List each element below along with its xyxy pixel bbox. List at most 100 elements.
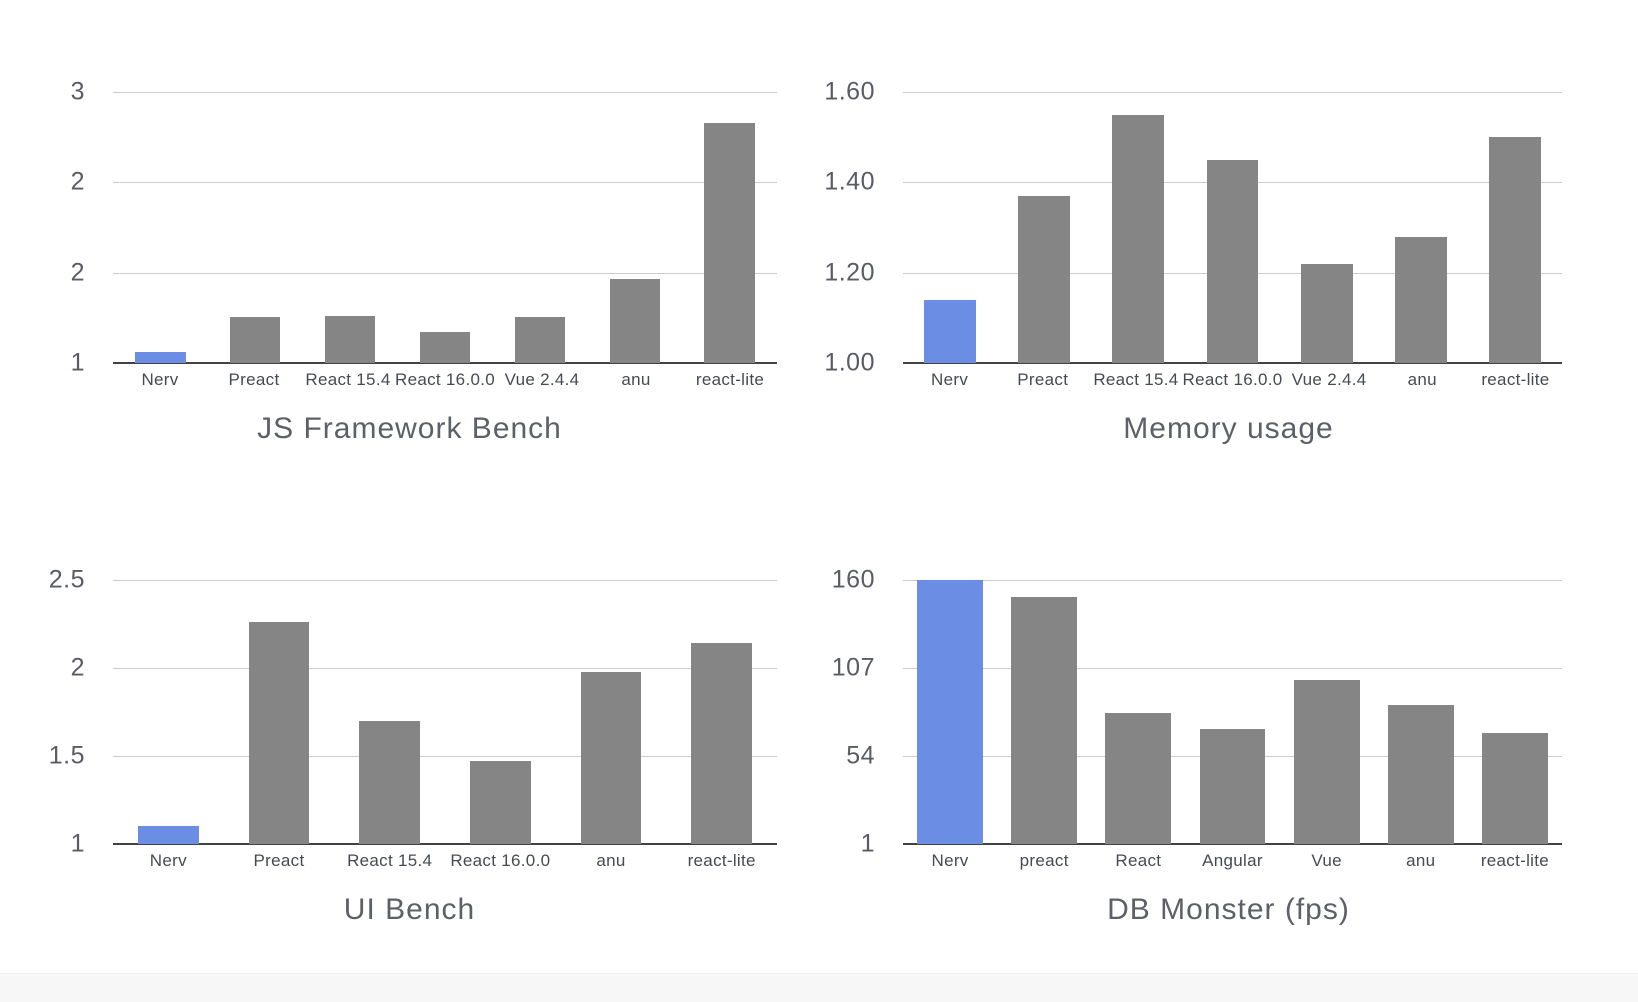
gridline <box>113 580 777 581</box>
x-axis-line <box>113 843 777 845</box>
bar-slot <box>666 580 777 844</box>
bar-angular <box>1199 729 1266 844</box>
y-tick-label: 2.5 <box>48 565 85 594</box>
plot-area: 1 54 107 160 <box>832 566 1562 858</box>
y-tick-label: 1.5 <box>48 741 85 770</box>
x-axis-line <box>903 843 1562 845</box>
gridline <box>903 92 1562 93</box>
y-tick-label: 1.20 <box>824 258 875 287</box>
chart-title: UI Bench <box>343 893 476 926</box>
y-tick-label: 1 <box>860 829 875 858</box>
x-category-label: React 15.4 <box>1093 370 1179 389</box>
bar-preact <box>1018 195 1071 363</box>
bar-slot <box>1280 92 1374 363</box>
x-category-label: preact <box>1019 851 1069 870</box>
chart-cell-ui-bench: 1 1.5 2 2.5 Nerv Preact React 15.4 React 16.0.… <box>0 488 819 976</box>
category-axis: Nerv Preact React 15.4 React 16.0.0 Vue 2.4.… <box>113 370 777 390</box>
x-category-label: React 16.0.0 <box>450 851 551 870</box>
bar-slot <box>398 92 493 363</box>
bar-anu <box>1394 236 1447 363</box>
bars-series <box>903 580 1562 844</box>
bar-slot <box>997 92 1091 363</box>
bar-slot <box>1468 580 1562 844</box>
x-category-label: Preact <box>1017 370 1069 389</box>
y-tick-label: 2 <box>70 258 85 287</box>
bar-nerv <box>917 580 984 844</box>
bar-slot <box>1468 92 1562 363</box>
y-tick-label: 54 <box>846 741 875 770</box>
gridline <box>113 668 777 669</box>
y-tick-label: 1 <box>70 829 85 858</box>
plot-area: 1.00 1.20 1.40 1.60 <box>824 78 1562 377</box>
x-category-label: react-lite <box>687 851 756 870</box>
bar-react-16-0-0 <box>419 331 471 363</box>
x-category-label: Vue 2.4.4 <box>504 370 580 389</box>
bar-slot <box>1280 580 1374 844</box>
bar-slot <box>1185 580 1279 844</box>
bar-nerv <box>137 826 199 844</box>
x-category-label: anu <box>621 370 651 389</box>
bar-react-15-4 <box>325 315 376 363</box>
bar-preact <box>1011 596 1078 844</box>
bar-preact <box>230 316 281 363</box>
x-category-label: Angular <box>1202 851 1263 870</box>
bar-slot <box>334 580 445 844</box>
bars-series <box>113 580 777 844</box>
y-tick-label: 1.60 <box>824 77 875 106</box>
gridline <box>903 668 1562 669</box>
y-tick-label: 2 <box>70 167 85 196</box>
plot-area: 1 2 2 3 <box>71 78 777 377</box>
bar-chart-ui-bench: 1 1.5 2 2.5 Nerv Preact React 15.4 React 16.0.… <box>0 488 819 976</box>
bar-anu <box>580 671 642 844</box>
bar-react-lite <box>704 123 755 363</box>
bottom-band <box>0 973 1638 1002</box>
bar-react <box>1105 712 1172 844</box>
x-category-label: Preact <box>253 851 305 870</box>
x-category-label: Preact <box>228 370 280 389</box>
bar-slot <box>587 92 682 363</box>
bar-slot <box>1374 580 1468 844</box>
bar-react-16-0-0 <box>1206 159 1259 363</box>
chart-title: DB Monster (fps) <box>1107 893 1350 926</box>
x-category-label: react-lite <box>695 370 765 389</box>
bar-slot <box>113 92 208 363</box>
bar-vue-2-4-4 <box>514 316 565 363</box>
bar-slot <box>997 580 1091 844</box>
chart-title: Memory usage <box>1123 412 1334 445</box>
chart-cell-js-framework-bench: 1 2 2 3 Nerv Preact React 15.4 React 16.0.0 Vue… <box>0 0 819 488</box>
y-tick-label: 107 <box>831 653 875 682</box>
gridline <box>113 756 777 757</box>
bar-nerv <box>135 352 186 363</box>
y-tick-label: 2 <box>70 653 85 682</box>
bar-vue <box>1293 679 1360 844</box>
x-axis-line <box>113 362 777 364</box>
bar-slot <box>303 92 398 363</box>
gridline <box>113 182 777 184</box>
x-category-label: Vue 2.4.4 <box>1291 370 1367 389</box>
bar-vue-2-4-4 <box>1300 263 1353 363</box>
bar-chart-db-monster: 1 54 107 160 Nerv preact React Angular Vue anu re… <box>819 488 1638 976</box>
x-category-label: react-lite <box>1480 851 1549 870</box>
x-category-label: Nerv <box>931 370 969 389</box>
chart-title: JS Framework Bench <box>257 412 562 445</box>
gridline <box>113 272 777 274</box>
bar-react-lite <box>1481 732 1548 844</box>
bar-slot <box>1374 92 1468 363</box>
x-category-label: React <box>1115 851 1162 870</box>
category-axis: Nerv Preact React 15.4 React 16.0.0 Vue 2.4.… <box>903 370 1562 390</box>
bar-chart-memory-usage: 1.00 1.20 1.40 1.60 Nerv Preact React 15.4 Rea… <box>819 0 1638 488</box>
gridline <box>903 580 1562 581</box>
chart-cell-db-monster: 1 54 107 160 Nerv preact React Angular Vue anu re… <box>819 488 1638 976</box>
bar-react-lite <box>691 643 753 844</box>
plot-area: 1 1.5 2 2.5 <box>49 566 777 858</box>
bar-react-15-4 <box>359 720 421 844</box>
x-category-label: React 15.4 <box>305 370 391 389</box>
x-category-label: Nerv <box>141 370 179 389</box>
bar-slot <box>1091 92 1185 363</box>
y-tick-label: 160 <box>831 565 875 594</box>
category-axis: Nerv Preact React 15.4 React 16.0.0 anu react… <box>113 851 777 871</box>
bar-slot <box>903 580 997 844</box>
x-category-label: Nerv <box>931 851 969 870</box>
